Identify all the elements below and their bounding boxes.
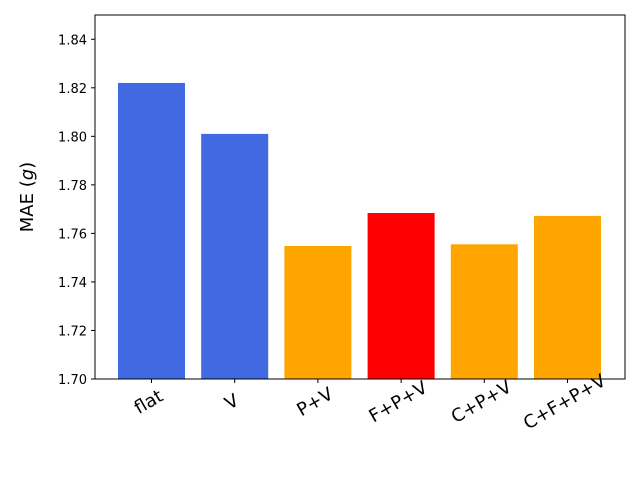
x-tick-label: flat bbox=[131, 386, 167, 419]
bar-3 bbox=[367, 213, 435, 379]
x-tick-label: F+P+V bbox=[366, 377, 432, 427]
bar-0 bbox=[118, 82, 185, 380]
y-axis-title: MAE (g) bbox=[17, 162, 38, 232]
y-axis-ticks: 1.70 1.72 1.74 1.76 1.78 1.80 1.82 1.84 bbox=[58, 33, 95, 388]
y-tick-label: 1.80 bbox=[58, 130, 87, 145]
y-axis-title-main: MAE ( bbox=[17, 180, 38, 232]
x-tick-label: C+F+P+V bbox=[520, 370, 610, 434]
bar-5 bbox=[534, 215, 601, 379]
x-tick-label: P+V bbox=[293, 383, 337, 421]
y-tick-label: 1.72 bbox=[58, 324, 87, 339]
bar-1 bbox=[201, 133, 269, 379]
y-tick-label: 1.84 bbox=[58, 33, 87, 48]
y-tick-label: 1.78 bbox=[58, 179, 87, 194]
bar-2 bbox=[284, 246, 352, 379]
y-axis-title-close: ) bbox=[17, 162, 38, 169]
y-tick-label: 1.76 bbox=[58, 227, 87, 242]
plot-frame bbox=[94, 14, 626, 380]
x-tick-label: V bbox=[221, 390, 243, 415]
y-tick-label: 1.82 bbox=[58, 82, 87, 97]
y-tick-label: 1.70 bbox=[58, 373, 87, 388]
x-axis-ticks: flat V P+V F+P+V C+P+V C+F+P+V bbox=[131, 370, 610, 434]
bar-4 bbox=[450, 244, 518, 379]
bars-group bbox=[118, 82, 601, 380]
x-tick-label: C+P+V bbox=[448, 376, 516, 427]
y-axis-title-variable: g bbox=[17, 169, 38, 180]
y-tick-label: 1.74 bbox=[58, 276, 87, 291]
